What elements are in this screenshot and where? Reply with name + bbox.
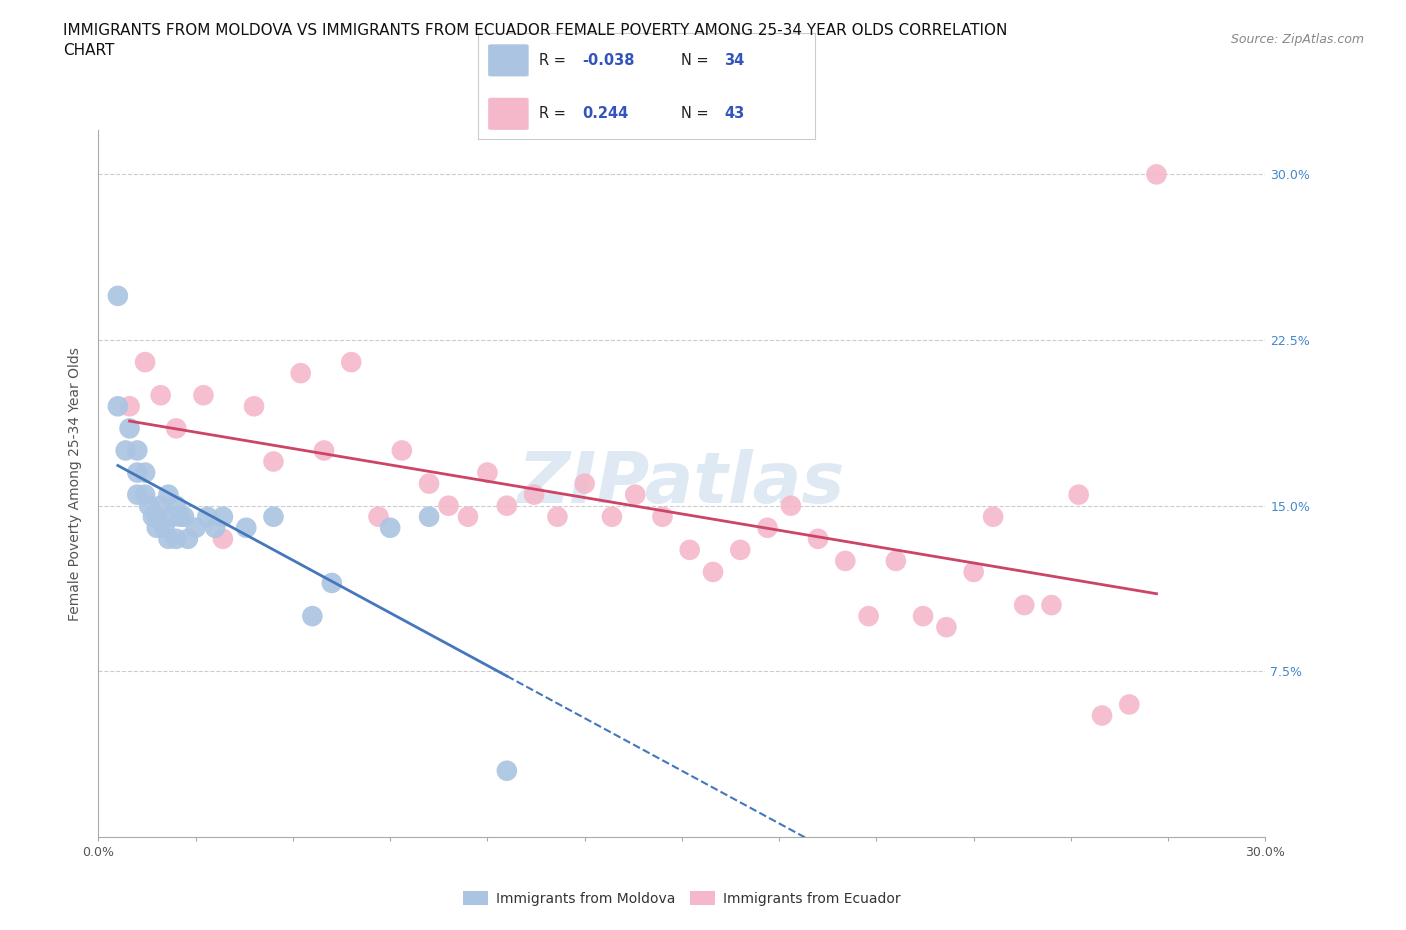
Point [437, 498, 460, 513]
Point [118, 399, 141, 414]
Text: 34: 34 [724, 53, 745, 68]
Point [184, 521, 207, 536]
Point [1012, 598, 1035, 613]
Text: R =: R = [538, 53, 571, 68]
Point [142, 510, 165, 525]
Point [262, 454, 284, 469]
Point [477, 465, 499, 480]
Point [378, 521, 402, 536]
Point [162, 510, 184, 525]
Point [884, 553, 907, 568]
Point [495, 498, 517, 513]
Point [834, 553, 856, 568]
Point [1040, 598, 1063, 613]
Point [177, 531, 200, 546]
Point [546, 510, 568, 525]
Point [858, 609, 880, 624]
Point [600, 510, 623, 525]
Point [114, 443, 136, 458]
Point [134, 465, 156, 480]
Point [134, 354, 156, 369]
Point [138, 498, 160, 513]
Point [173, 510, 195, 525]
Point [153, 521, 176, 536]
FancyBboxPatch shape [488, 98, 529, 130]
Point [146, 510, 169, 525]
Point [912, 609, 935, 624]
Point [149, 388, 172, 403]
Point [193, 388, 215, 403]
Point [457, 510, 479, 525]
Point [127, 443, 149, 458]
Point [367, 510, 389, 525]
Point [157, 531, 180, 546]
Point [134, 487, 156, 502]
Point [574, 476, 596, 491]
Point [165, 498, 187, 513]
Point [312, 443, 335, 458]
Text: IMMIGRANTS FROM MOLDOVA VS IMMIGRANTS FROM ECUADOR FEMALE POVERTY AMONG 25-34 YE: IMMIGRANTS FROM MOLDOVA VS IMMIGRANTS FR… [63, 23, 1008, 58]
Y-axis label: Female Poverty Among 25-34 Year Olds: Female Poverty Among 25-34 Year Olds [69, 347, 83, 620]
Point [730, 542, 752, 557]
Text: R =: R = [538, 106, 575, 121]
Legend: Immigrants from Moldova, Immigrants from Ecuador: Immigrants from Moldova, Immigrants from… [457, 886, 907, 911]
Point [235, 521, 257, 536]
Point [807, 531, 830, 546]
Point [1067, 487, 1090, 502]
Text: N =: N = [681, 53, 713, 68]
Point [107, 288, 129, 303]
Point [290, 365, 312, 380]
Point [391, 443, 413, 458]
Text: -0.038: -0.038 [582, 53, 636, 68]
Text: 43: 43 [724, 106, 745, 121]
Point [212, 531, 235, 546]
Point [165, 531, 187, 546]
Point [340, 354, 363, 369]
Point [523, 487, 546, 502]
Text: ZIPatlas: ZIPatlas [519, 449, 845, 518]
Text: Source: ZipAtlas.com: Source: ZipAtlas.com [1230, 33, 1364, 46]
Point [981, 510, 1004, 525]
Point [107, 399, 129, 414]
Point [1146, 167, 1168, 182]
Point [651, 510, 673, 525]
Point [212, 510, 235, 525]
Point [1091, 708, 1114, 723]
FancyBboxPatch shape [488, 45, 529, 76]
Point [495, 764, 517, 778]
Point [679, 542, 702, 557]
Point [756, 521, 779, 536]
Point [169, 510, 191, 525]
Text: N =: N = [681, 106, 713, 121]
Point [321, 576, 343, 591]
Point [204, 521, 226, 536]
Point [243, 399, 266, 414]
Point [157, 487, 180, 502]
Point [127, 465, 149, 480]
Point [1118, 698, 1140, 712]
Point [118, 421, 141, 436]
Point [146, 521, 169, 536]
Point [165, 421, 187, 436]
Point [195, 510, 218, 525]
Point [301, 609, 323, 624]
Point [935, 619, 957, 634]
Point [962, 565, 984, 579]
Point [779, 498, 801, 513]
Point [262, 510, 284, 525]
Text: 0.244: 0.244 [582, 106, 628, 121]
Point [702, 565, 724, 579]
Point [127, 487, 149, 502]
Point [418, 510, 440, 525]
Point [624, 487, 647, 502]
Point [149, 498, 172, 513]
Point [418, 476, 440, 491]
